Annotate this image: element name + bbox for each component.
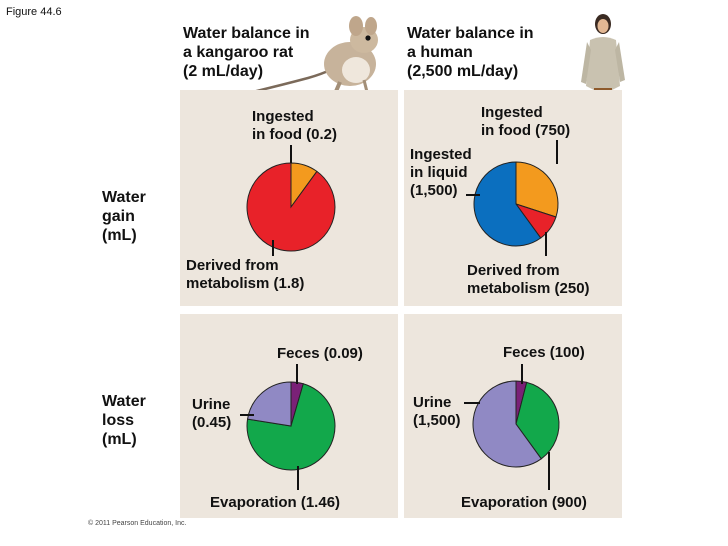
label-rat-evaporation: Evaporation (1.46) <box>210 494 340 512</box>
label-line: in food (750) <box>481 122 571 139</box>
column-title-human: Water balance in a human (2,500 mL/day) <box>407 24 534 81</box>
figure-label: Figure 44.6 <box>6 6 62 18</box>
pie-slice-ingested-in-liquid <box>473 161 542 247</box>
title-line: (2,500 mL/day) <box>407 63 519 80</box>
pie-slice-urine <box>246 381 292 427</box>
title-line: a human <box>407 44 473 61</box>
leader-line <box>545 232 547 256</box>
leader-line <box>272 240 274 256</box>
label-human-urine: Urine (1,500) <box>413 394 461 430</box>
label-line: Derived from <box>186 257 279 274</box>
label-line: in food (0.2) <box>252 126 337 143</box>
leader-line <box>548 452 550 490</box>
pie-slice-ingested-in-food <box>515 161 559 218</box>
label-line: Urine <box>192 396 231 413</box>
title-line: Water balance in <box>407 25 534 42</box>
row-title-line: (mL) <box>102 227 137 244</box>
label-line: Urine <box>413 394 452 411</box>
leader-line <box>556 140 558 164</box>
row-title-water-gain: Water gain (mL) <box>102 188 146 245</box>
label-line: (0.45) <box>192 414 232 431</box>
title-line: a kangaroo rat <box>183 44 294 61</box>
leader-line <box>290 145 292 163</box>
leader-line <box>296 364 298 384</box>
row-title-line: loss <box>102 412 135 429</box>
row-title-water-loss: Water loss (mL) <box>102 392 146 449</box>
label-human-feces: Feces (100) <box>503 344 585 362</box>
leader-line <box>297 466 299 490</box>
leader-line <box>240 414 254 416</box>
title-line: Water balance in <box>183 25 310 42</box>
title-line: (2 mL/day) <box>183 63 264 80</box>
label-human-ingested-food: Ingested in food (750) <box>481 104 570 140</box>
label-line: Ingested <box>410 146 472 163</box>
label-line: Evaporation (900) <box>461 494 587 511</box>
label-human-evaporation: Evaporation (900) <box>461 494 587 512</box>
label-line: metabolism (1.8) <box>186 275 305 292</box>
label-line: in liquid <box>410 164 468 181</box>
label-human-metabolism: Derived from metabolism (250) <box>467 262 590 298</box>
row-title-line: (mL) <box>102 431 137 448</box>
label-line: Feces (0.09) <box>277 345 363 362</box>
leader-line <box>521 364 523 384</box>
label-line: metabolism (250) <box>467 280 590 297</box>
label-rat-metabolism: Derived from metabolism (1.8) <box>186 257 304 293</box>
column-title-kangaroo-rat: Water balance in a kangaroo rat (2 mL/da… <box>183 24 310 81</box>
label-line: Ingested <box>481 104 543 121</box>
label-rat-ingested-food: Ingested in food (0.2) <box>252 108 337 144</box>
leader-line <box>464 402 480 404</box>
row-title-line: gain <box>102 208 135 225</box>
label-line: Feces (100) <box>503 344 585 361</box>
label-line: Ingested <box>252 108 314 125</box>
pie-slice-evaporation <box>246 383 336 471</box>
label-human-ingested-liquid: Ingested in liquid (1,500) <box>410 146 472 200</box>
pie-slice-urine <box>472 380 542 468</box>
pie-slice-evaporation <box>515 381 560 460</box>
label-line: (1,500) <box>413 412 461 429</box>
label-rat-feces: Feces (0.09) <box>277 345 363 363</box>
row-title-line: Water <box>102 189 146 206</box>
label-rat-urine: Urine (0.45) <box>192 396 231 432</box>
copyright-notice: © 2011 Pearson Education, Inc. <box>88 520 187 527</box>
pie-slice-derived-from-metabolism <box>246 162 336 252</box>
label-line: (1,500) <box>410 182 458 199</box>
label-line: Derived from <box>467 262 560 279</box>
leader-line <box>466 194 480 196</box>
row-title-line: Water <box>102 393 146 410</box>
label-line: Evaporation (1.46) <box>210 494 341 511</box>
